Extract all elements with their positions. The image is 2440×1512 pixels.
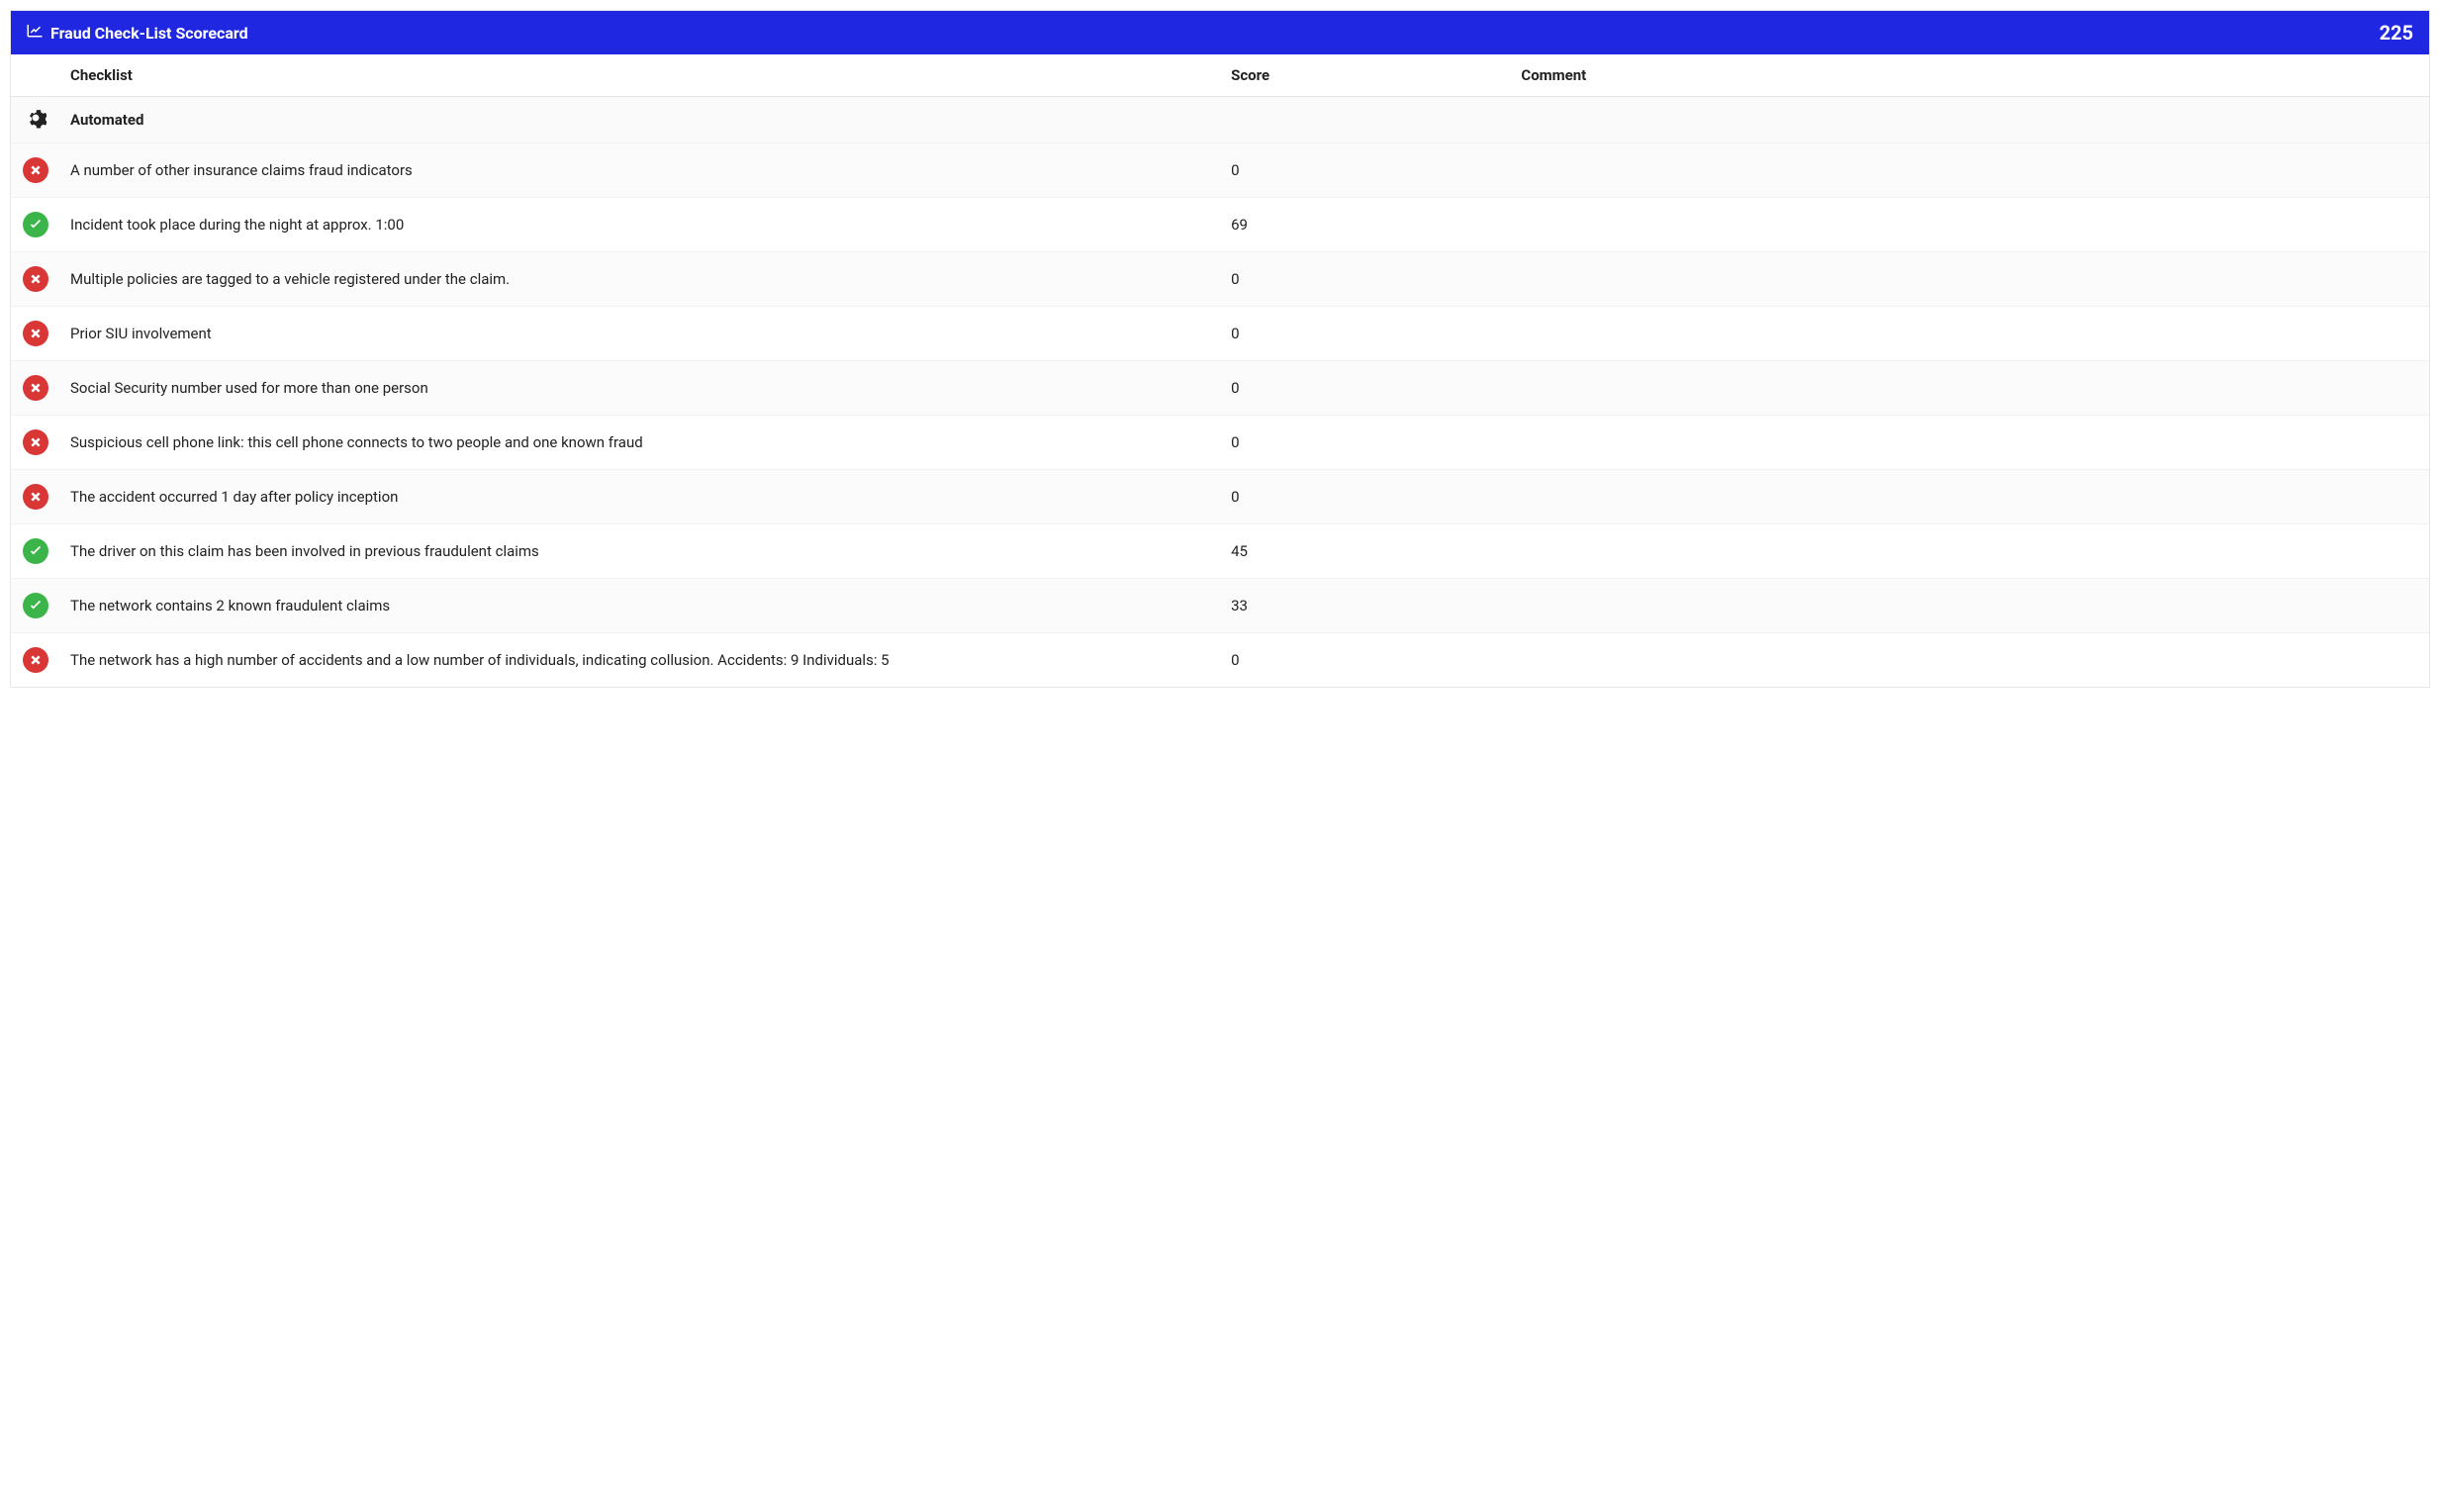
checklist-text: The network has a high number of acciden… <box>60 633 1221 688</box>
cross-icon <box>23 321 48 346</box>
table-row[interactable]: The network contains 2 known fraudulent … <box>11 579 2429 633</box>
row-comment <box>1511 633 2429 688</box>
checklist-text: The accident occurred 1 day after policy… <box>60 470 1221 524</box>
section-row: Automated <box>11 97 2429 143</box>
check-icon <box>23 538 48 564</box>
col-comment: Comment <box>1511 54 2429 97</box>
checklist-text: Prior SIU involvement <box>60 307 1221 361</box>
cross-icon <box>23 484 48 510</box>
row-comment <box>1511 252 2429 307</box>
table-row[interactable]: Suspicious cell phone link: this cell ph… <box>11 416 2429 470</box>
total-score: 225 <box>2380 21 2413 45</box>
row-score: 0 <box>1221 470 1511 524</box>
table-row[interactable]: The accident occurred 1 day after policy… <box>11 470 2429 524</box>
chart-line-icon <box>27 23 43 43</box>
table-row[interactable]: Social Security number used for more tha… <box>11 361 2429 416</box>
checklist-text: Suspicious cell phone link: this cell ph… <box>60 416 1221 470</box>
cross-icon <box>23 647 48 673</box>
checklist-text: Social Security number used for more tha… <box>60 361 1221 416</box>
check-icon <box>23 593 48 618</box>
row-score: 0 <box>1221 633 1511 688</box>
row-comment <box>1511 470 2429 524</box>
row-score: 0 <box>1221 361 1511 416</box>
col-checklist: Checklist <box>60 54 1221 97</box>
row-score: 0 <box>1221 143 1511 198</box>
section-label: Automated <box>60 97 1221 143</box>
cross-icon <box>23 375 48 401</box>
cross-icon <box>23 429 48 455</box>
table-row[interactable]: Incident took place during the night at … <box>11 198 2429 252</box>
row-comment <box>1511 579 2429 633</box>
checklist-text: The network contains 2 known fraudulent … <box>60 579 1221 633</box>
checklist-text: Multiple policies are tagged to a vehicl… <box>60 252 1221 307</box>
row-score: 33 <box>1221 579 1511 633</box>
row-score: 45 <box>1221 524 1511 579</box>
row-comment <box>1511 416 2429 470</box>
table-row[interactable]: The network has a high number of acciden… <box>11 633 2429 688</box>
scorecard-panel: Fraud Check-List Scorecard 225 Checklist… <box>10 10 2430 688</box>
row-comment <box>1511 361 2429 416</box>
row-score: 69 <box>1221 198 1511 252</box>
row-score: 0 <box>1221 307 1511 361</box>
row-score: 0 <box>1221 252 1511 307</box>
panel-title: Fraud Check-List Scorecard <box>50 24 248 43</box>
table-row[interactable]: Prior SIU involvement0 <box>11 307 2429 361</box>
gear-icon <box>25 115 47 133</box>
table-row[interactable]: The driver on this claim has been involv… <box>11 524 2429 579</box>
cross-icon <box>23 266 48 292</box>
panel-title-wrap: Fraud Check-List Scorecard <box>27 23 248 43</box>
row-score: 0 <box>1221 416 1511 470</box>
cross-icon <box>23 157 48 183</box>
checklist-text: A number of other insurance claims fraud… <box>60 143 1221 198</box>
scorecard-table: Checklist Score Comment Automated A numb… <box>11 54 2429 687</box>
check-icon <box>23 212 48 237</box>
row-comment <box>1511 307 2429 361</box>
table-header-row: Checklist Score Comment <box>11 54 2429 97</box>
table-row[interactable]: Multiple policies are tagged to a vehicl… <box>11 252 2429 307</box>
checklist-text: The driver on this claim has been involv… <box>60 524 1221 579</box>
checklist-text: Incident took place during the night at … <box>60 198 1221 252</box>
panel-header: Fraud Check-List Scorecard 225 <box>11 11 2429 54</box>
table-row[interactable]: A number of other insurance claims fraud… <box>11 143 2429 198</box>
col-score: Score <box>1221 54 1511 97</box>
row-comment <box>1511 198 2429 252</box>
row-comment <box>1511 524 2429 579</box>
row-comment <box>1511 143 2429 198</box>
